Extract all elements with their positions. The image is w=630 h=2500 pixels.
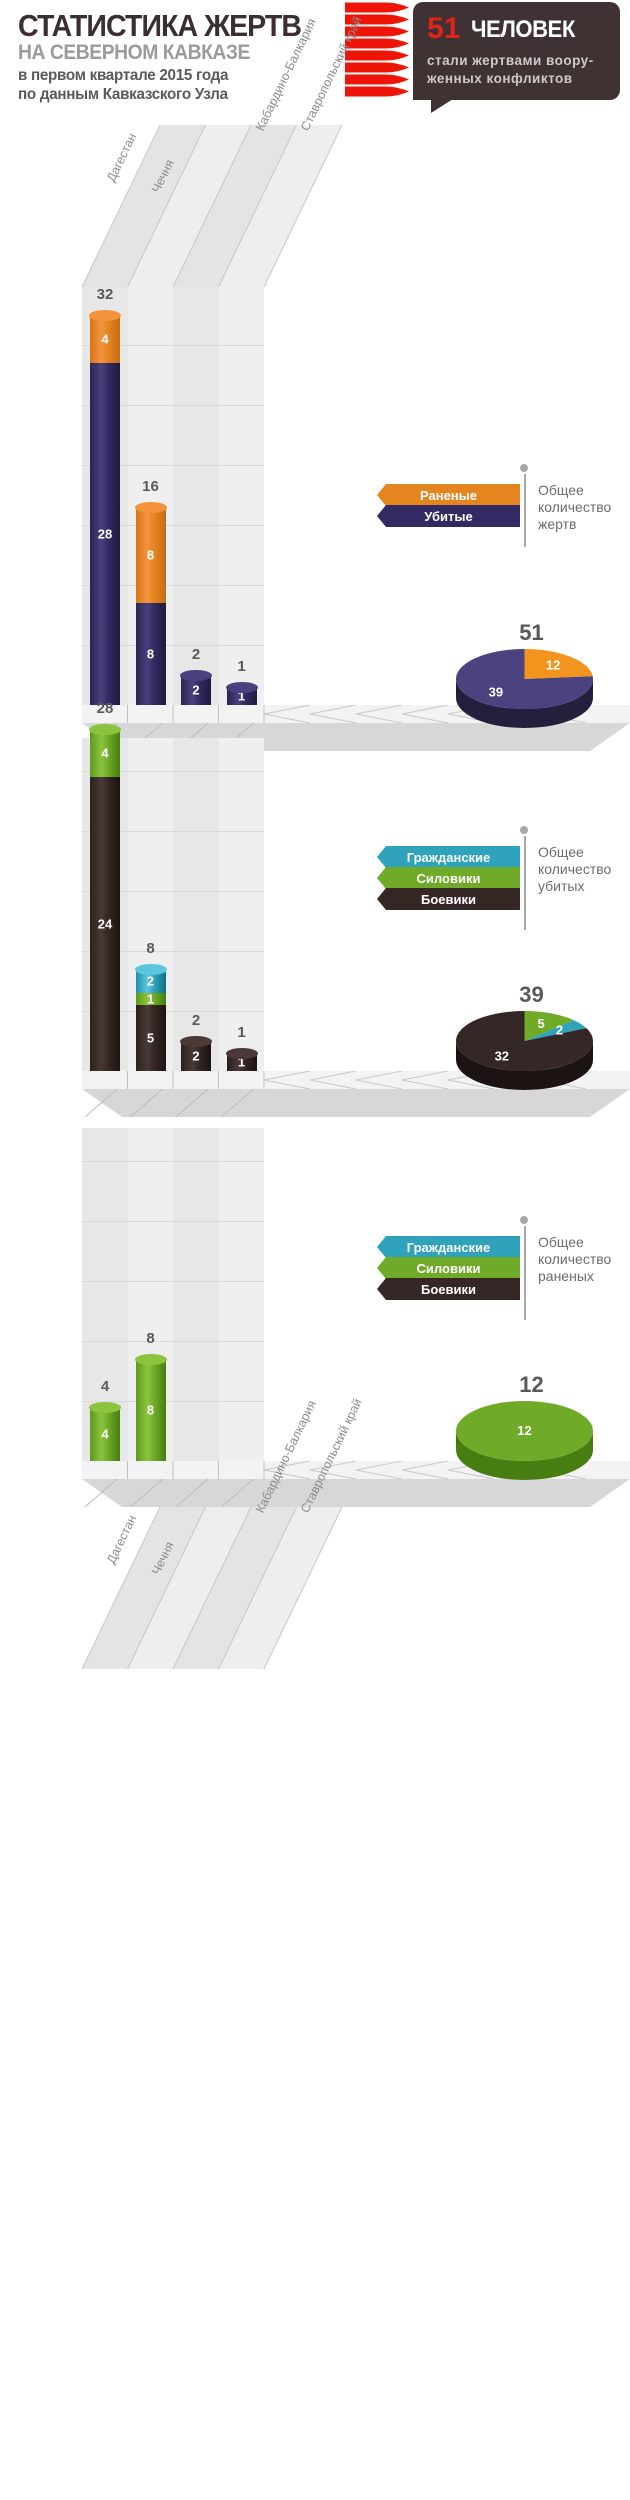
svg-text:12: 12 [546, 657, 560, 672]
svg-text:5: 5 [537, 1016, 544, 1031]
svg-text:39: 39 [489, 685, 503, 700]
svg-text:2: 2 [556, 1022, 563, 1037]
svg-text:32: 32 [495, 1049, 509, 1064]
svg-text:12: 12 [517, 1423, 531, 1438]
